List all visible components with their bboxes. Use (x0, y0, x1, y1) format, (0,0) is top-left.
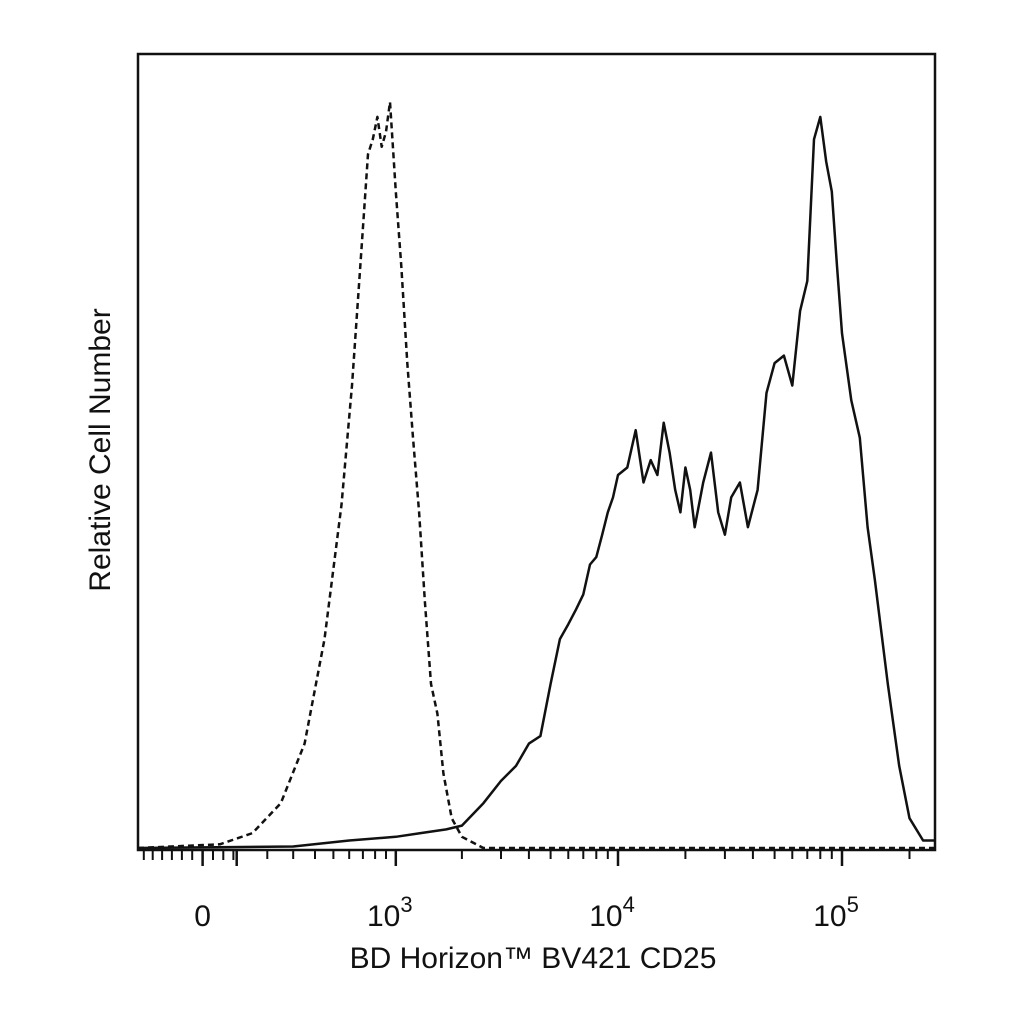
x-tick-label: 0 (194, 900, 211, 933)
x-tick-label: 105 (813, 892, 859, 933)
x-tick-label: 103 (367, 892, 413, 933)
x-tick-label: 104 (589, 892, 635, 933)
y-axis-label: Relative Cell Number (84, 308, 117, 591)
x-tick-label-base: 10 (589, 900, 622, 933)
histogram-line-dashed (137, 100, 935, 850)
x-axis-tick-labels: 0 103 104 105 (194, 892, 859, 933)
series-layer (137, 100, 935, 850)
plot-frame (136, 52, 937, 852)
x-tick-label-base: 10 (813, 900, 846, 933)
x-tick-label-base: 10 (367, 900, 400, 933)
x-tick-label-base: 0 (194, 900, 211, 933)
x-tick-label-exponent: 4 (623, 892, 635, 917)
x-tick-label-exponent: 5 (847, 892, 859, 917)
x-tick-label-exponent: 3 (400, 892, 412, 917)
histogram-line-solid (137, 115, 935, 850)
x-axis-ticks (142, 850, 911, 866)
x-axis-label: BD Horizon™ BV421 CD25 (350, 942, 717, 975)
